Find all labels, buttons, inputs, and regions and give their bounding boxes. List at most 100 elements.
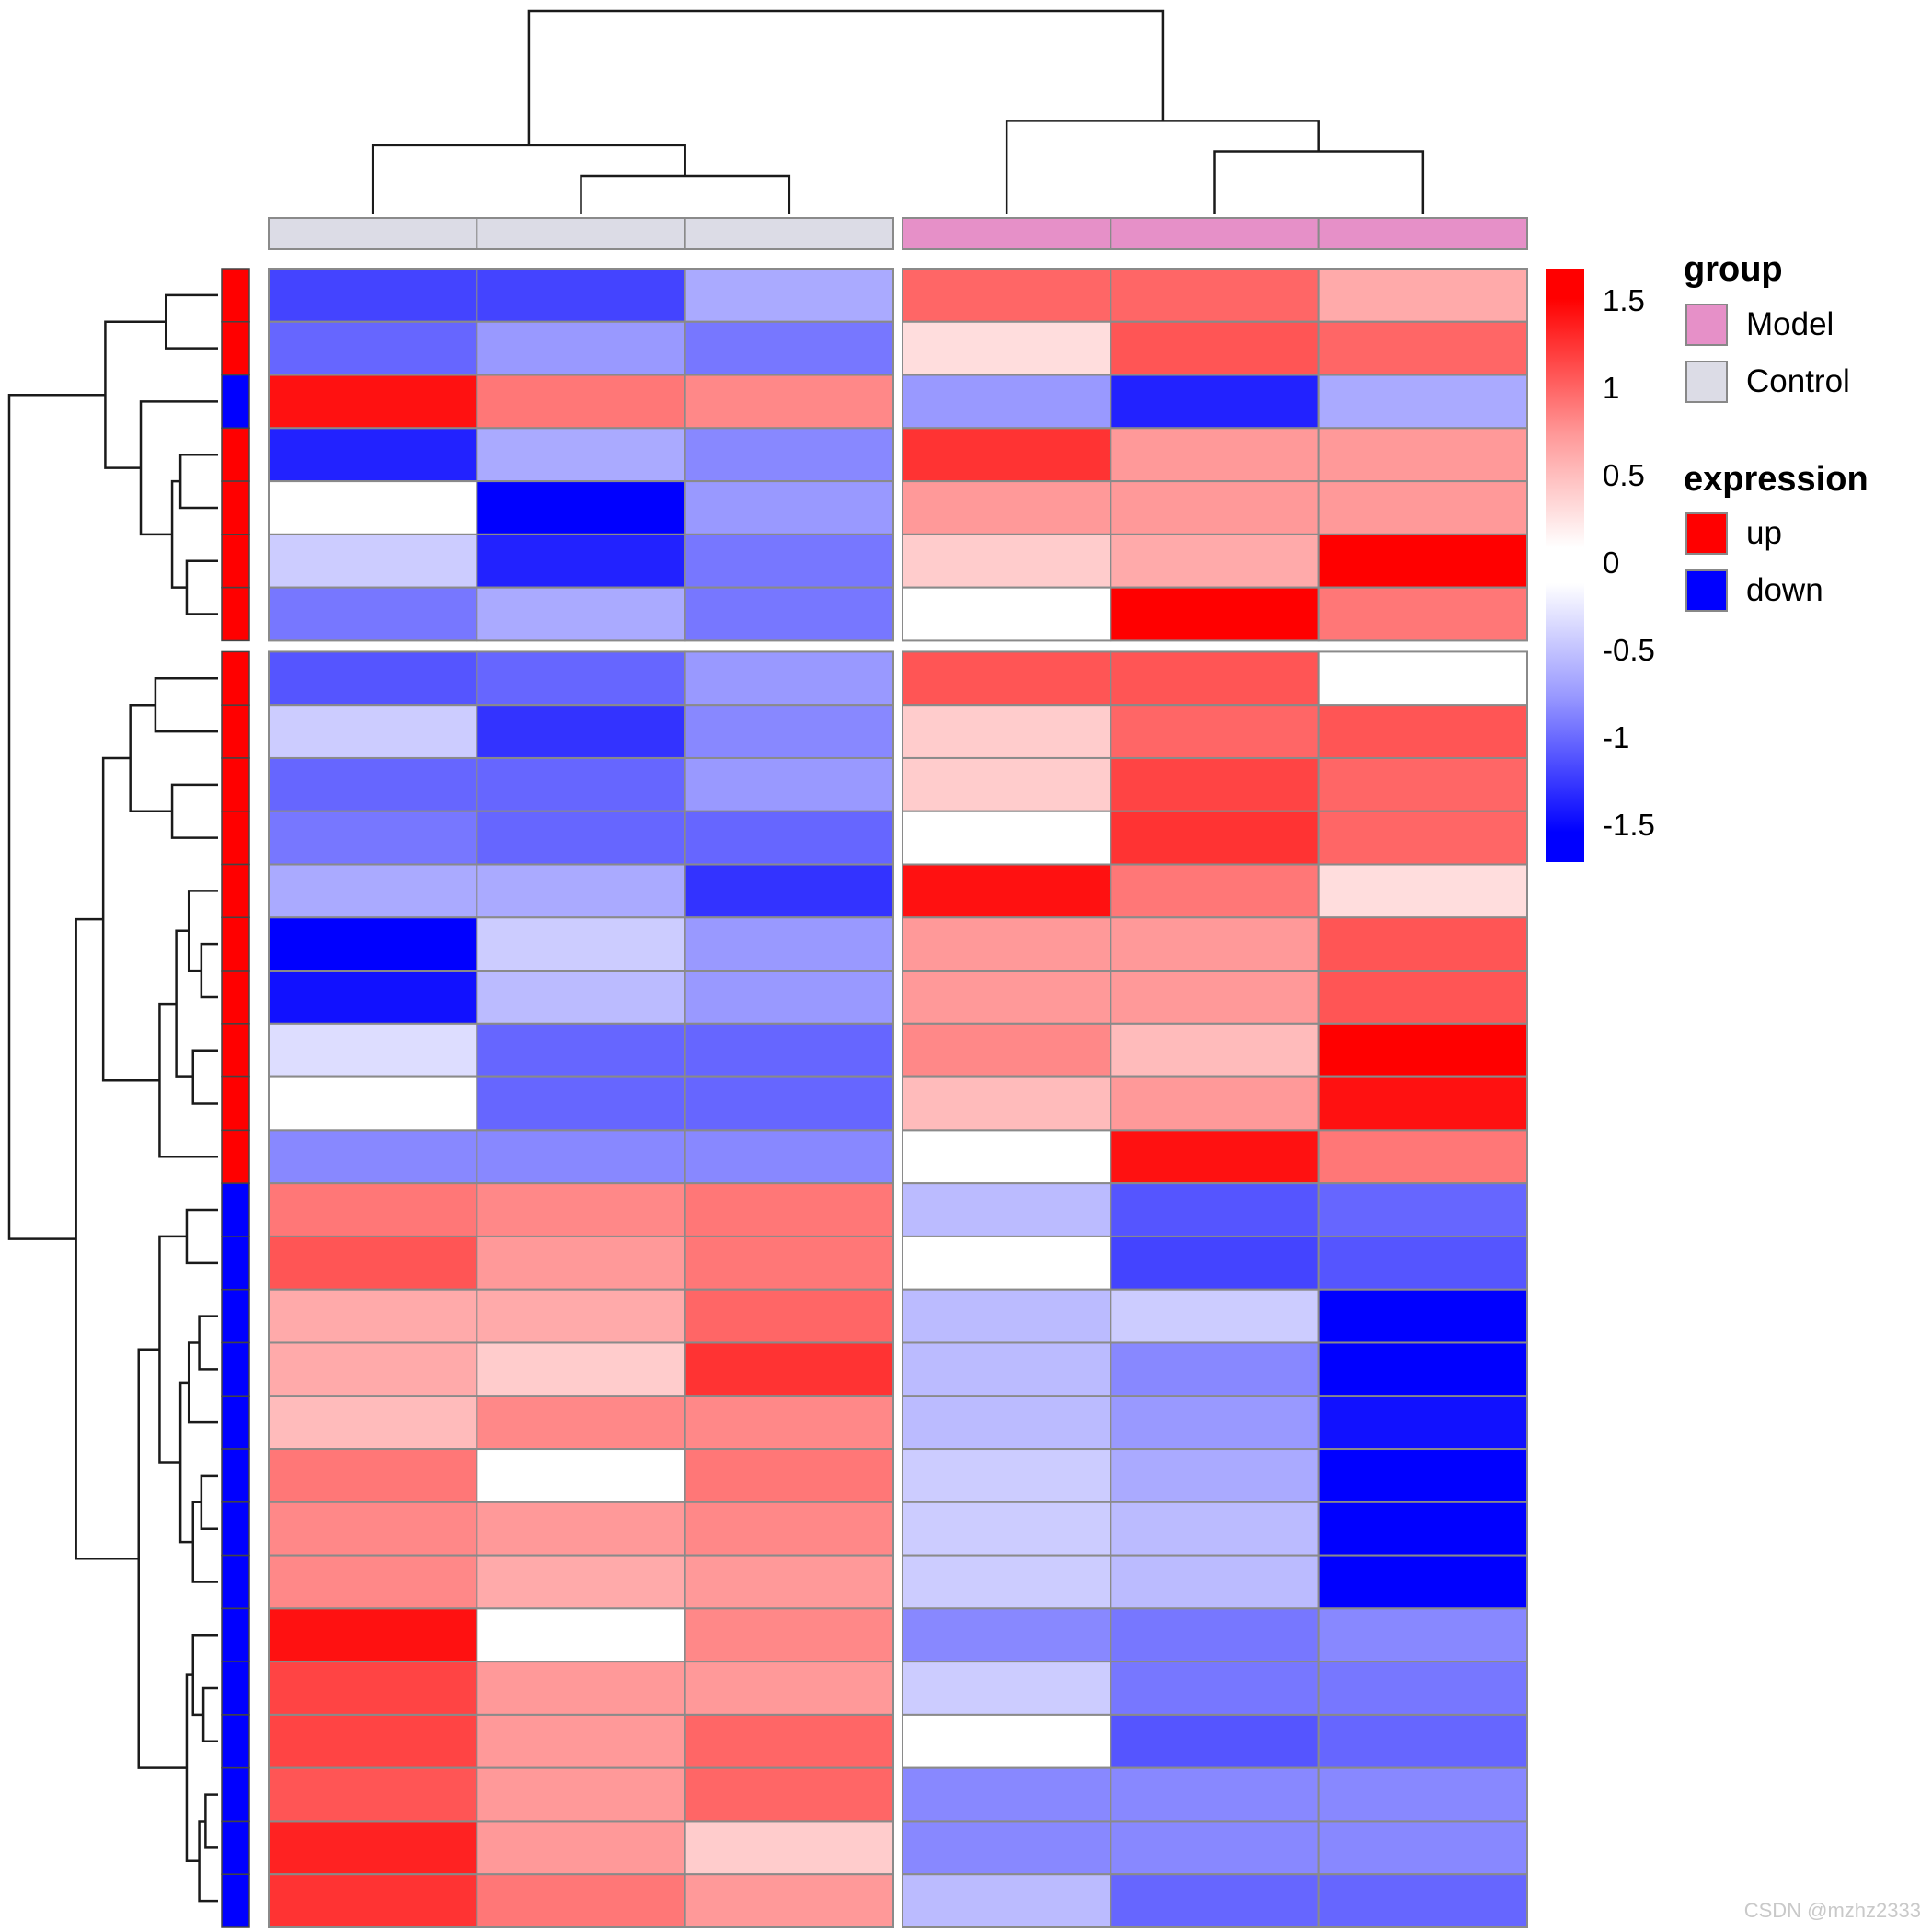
heatmap-cell xyxy=(684,1501,895,1557)
heatmap-cell xyxy=(476,704,686,759)
group-model-swatch xyxy=(1685,304,1728,346)
heatmap-cell xyxy=(1317,1873,1528,1929)
heatmap-cell xyxy=(1317,533,1528,589)
heatmap-cell xyxy=(268,1075,478,1132)
heatmap-cell xyxy=(684,1448,895,1503)
heatmap-cell xyxy=(1110,586,1320,642)
heatmap-cell xyxy=(902,1501,1112,1557)
heatmap-cell xyxy=(684,427,895,483)
heatmap-cell xyxy=(1317,1129,1528,1185)
expression-up-label: up xyxy=(1746,515,1782,551)
heatmap-cell xyxy=(1110,320,1320,376)
heatmap-cell xyxy=(268,480,478,535)
row-dendrogram-branch xyxy=(7,393,106,1240)
heatmap-cell xyxy=(684,1713,895,1769)
row-annotation-cell xyxy=(221,863,250,919)
group-legend-title: group xyxy=(1684,250,1783,289)
heatmap-cell xyxy=(268,374,478,430)
heatmap-cell xyxy=(476,268,686,323)
heatmap-cell xyxy=(476,1075,686,1132)
heatmap-cell xyxy=(268,650,478,707)
col-dendrogram-branch xyxy=(580,174,791,214)
row-dendrogram-branch xyxy=(201,1686,218,1743)
heatmap-cell xyxy=(268,586,478,642)
heatmap-cell xyxy=(268,1235,478,1291)
heatmap-cell xyxy=(684,704,895,759)
row-annotation-cell xyxy=(221,427,250,482)
heatmap-cell xyxy=(684,1766,895,1823)
row-dendrogram-branch xyxy=(170,783,218,839)
heatmap-cell xyxy=(1110,650,1320,707)
row-annotation-cell xyxy=(221,1288,250,1344)
heatmap-cell xyxy=(902,1554,1112,1610)
col-annotation-cell xyxy=(1317,217,1528,250)
row-annotation-cell xyxy=(221,1448,250,1503)
heatmap-cell xyxy=(268,810,478,866)
heatmap-cell xyxy=(1110,480,1320,535)
heatmap-cell xyxy=(684,1288,895,1344)
colorbar-tick: 0.5 xyxy=(1603,458,1645,492)
row-annotation-cell xyxy=(221,586,250,642)
heatmap-cell xyxy=(268,756,478,812)
heatmap-cell xyxy=(268,1129,478,1185)
heatmap-cell xyxy=(684,1820,895,1876)
row-dendrogram-branch xyxy=(187,890,218,972)
heatmap-cell xyxy=(476,1766,686,1823)
heatmap-cell xyxy=(1110,533,1320,589)
heatmap-cell xyxy=(476,1341,686,1397)
heatmap-cell xyxy=(1110,374,1320,430)
row-dendrogram-branch xyxy=(75,917,139,1560)
heatmap-cell xyxy=(684,268,895,323)
row-annotation-cell xyxy=(221,650,250,706)
heatmap-cell xyxy=(902,704,1112,759)
row-dendrogram-branch xyxy=(198,1820,218,1903)
heatmap-cell xyxy=(684,586,895,642)
heatmap-cell xyxy=(268,1182,478,1237)
heatmap-cell xyxy=(476,533,686,589)
heatmap-cell xyxy=(684,863,895,919)
row-dendrogram-branch xyxy=(191,1049,218,1105)
heatmap-cell xyxy=(268,1873,478,1929)
heatmap-cell xyxy=(268,268,478,323)
heatmap-cell xyxy=(476,970,686,1025)
heatmap-cell xyxy=(1110,863,1320,919)
heatmap-cell xyxy=(476,1395,686,1451)
heatmap-cell xyxy=(268,1661,478,1716)
heatmap-cell xyxy=(476,916,686,972)
heatmap-cell xyxy=(902,1235,1112,1291)
row-dendrogram-branch xyxy=(129,703,173,812)
heatmap-cell xyxy=(476,1713,686,1769)
heatmap-cell xyxy=(268,863,478,919)
row-dendrogram-branch xyxy=(158,1002,218,1158)
heatmap-cell xyxy=(1317,704,1528,759)
heatmap-cell xyxy=(902,1607,1112,1663)
colorbar-tick: 1.5 xyxy=(1603,283,1645,317)
heatmap-cell xyxy=(476,1448,686,1503)
heatmap-cell xyxy=(1110,916,1320,972)
heatmap-cell xyxy=(1317,1448,1528,1503)
heatmap-cell xyxy=(1317,650,1528,707)
heatmap-cell xyxy=(268,1820,478,1876)
heatmap-cell xyxy=(1110,1395,1320,1451)
heatmap-cell xyxy=(268,1448,478,1503)
heatmap-cell xyxy=(476,1554,686,1610)
heatmap-cell xyxy=(1317,427,1528,483)
heatmap-cell xyxy=(268,1288,478,1344)
expression-legend-title: expression xyxy=(1684,460,1869,499)
row-annotation-cell xyxy=(221,1236,250,1291)
col-annotation-cell xyxy=(476,217,686,250)
heatmap-cell xyxy=(476,650,686,707)
heatmap-cell xyxy=(1317,1075,1528,1132)
row-dendrogram-branch xyxy=(200,1474,218,1530)
colorbar-tick: -0.5 xyxy=(1603,633,1655,667)
heatmap-cell xyxy=(476,1661,686,1716)
heatmap-cell xyxy=(476,1182,686,1237)
row-annotation-cell xyxy=(221,704,250,759)
heatmap-cell xyxy=(902,1820,1112,1876)
heatmap-cell xyxy=(684,480,895,535)
heatmap-cell xyxy=(1110,970,1320,1025)
heatmap-cell xyxy=(1317,374,1528,430)
heatmap-cell xyxy=(902,1341,1112,1397)
